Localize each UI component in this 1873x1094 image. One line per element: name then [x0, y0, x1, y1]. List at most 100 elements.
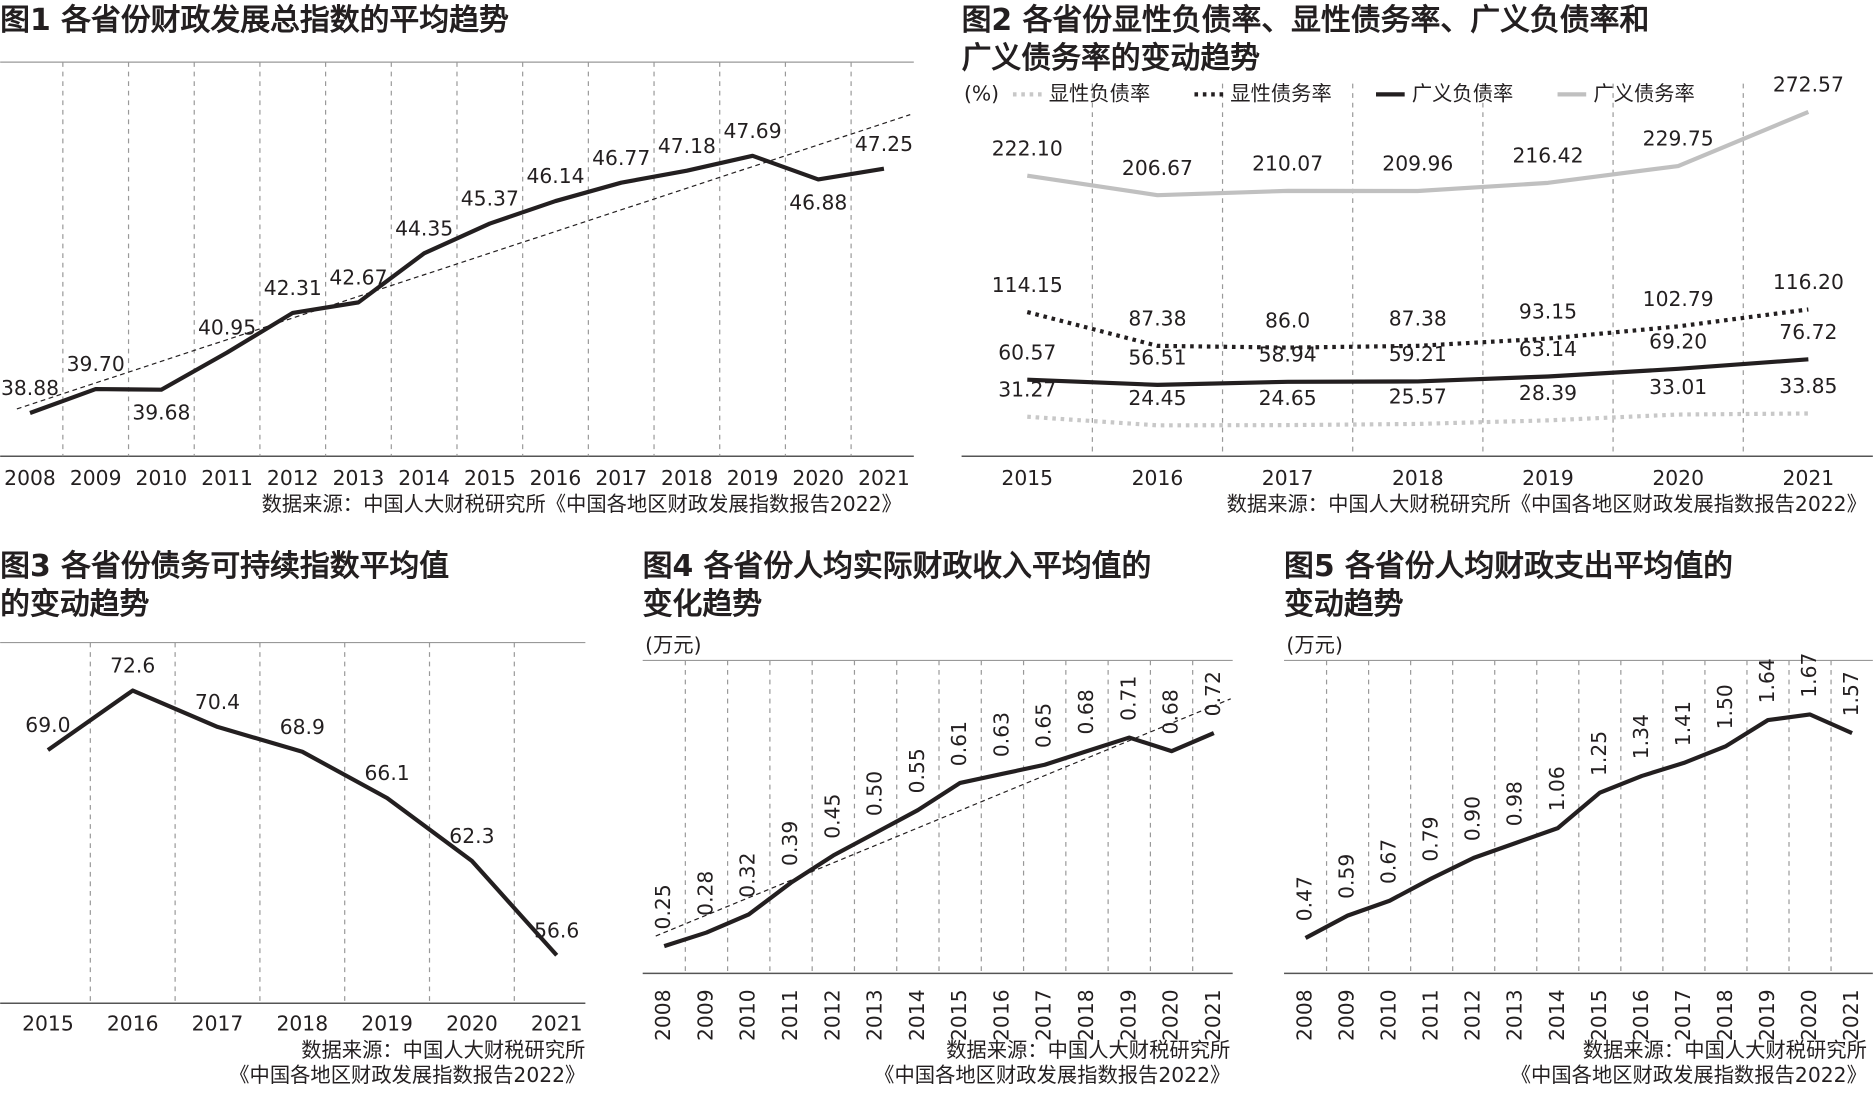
series-line: [29, 153, 885, 415]
x-tick-label: 2016: [1132, 466, 1184, 490]
data-label: 0.65: [1032, 703, 1056, 748]
data-label: 0.79: [1419, 816, 1443, 861]
data-label: 1.41: [1671, 701, 1695, 746]
legend-label: 显性债务率: [1230, 81, 1331, 105]
source-note: 数据来源：中国人大财税研究所: [1583, 1038, 1867, 1062]
data-label: 69.0: [25, 713, 70, 737]
trend-line: [655, 698, 1231, 937]
x-tick-label: 2021: [531, 1012, 583, 1036]
data-label: 1.34: [1629, 714, 1653, 759]
series-line: [1026, 307, 1809, 350]
data-label: 1.50: [1713, 684, 1737, 729]
x-tick-label: 2021: [1783, 466, 1835, 490]
data-label: 216.42: [1512, 144, 1583, 168]
data-label: 1.64: [1755, 658, 1779, 703]
unit-label: (%): [964, 81, 999, 105]
data-label: 0.39: [778, 821, 802, 866]
data-label: 0.25: [651, 884, 675, 929]
data-label: 33.01: [1649, 375, 1707, 399]
data-label: 116.20: [1773, 270, 1844, 294]
x-tick-label: 2017: [1032, 989, 1056, 1041]
data-label: 0.28: [693, 871, 717, 916]
series-line: [1304, 712, 1853, 940]
x-tick-label: 2015: [22, 1012, 74, 1036]
data-label: 114.15: [992, 273, 1063, 297]
data-label: 39.68: [132, 401, 190, 425]
data-label: 87.38: [1128, 307, 1186, 331]
data-label: 0.71: [1116, 676, 1140, 721]
data-label: 0.68: [1159, 689, 1183, 734]
data-label: 72.6: [110, 654, 155, 678]
data-label: 47.18: [658, 134, 716, 158]
data-label: 39.70: [67, 352, 125, 376]
chart-title: 图4 各省份人均实际财政收入平均值的: [643, 549, 1152, 584]
x-tick-label: 2019: [1116, 989, 1140, 1041]
data-label: 24.65: [1259, 386, 1317, 410]
data-label: 0.72: [1201, 671, 1225, 716]
x-tick-label: 2014: [398, 466, 450, 490]
data-label: 24.45: [1128, 386, 1186, 410]
x-tick-label: 2016: [989, 989, 1013, 1041]
x-tick-label: 2015: [1001, 466, 1053, 490]
x-tick-label: 2012: [1461, 989, 1485, 1041]
data-label: 25.57: [1389, 385, 1447, 409]
chart-title: 的变动趋势: [0, 587, 149, 622]
x-tick-label: 2010: [736, 989, 760, 1041]
x-tick-label: 2020: [792, 466, 844, 490]
x-tick-label: 2021: [858, 466, 910, 490]
x-tick-label: 2010: [1377, 989, 1401, 1041]
data-label: 46.88: [789, 190, 847, 214]
data-label: 70.4: [195, 690, 240, 714]
x-tick-label: 2008: [651, 989, 675, 1041]
chart-title: 图2 各省份显性负债率、显性债务率、广义负债率和: [962, 3, 1650, 38]
data-label: 47.25: [855, 132, 913, 156]
x-tick-label: 2021: [1201, 989, 1225, 1041]
data-label: 0.45: [820, 794, 844, 839]
x-tick-label: 2019: [361, 1012, 413, 1036]
x-tick-label: 2016: [1629, 989, 1653, 1041]
data-label: 42.31: [264, 276, 322, 300]
source-note: 数据来源：中国人大财税研究所: [946, 1038, 1230, 1062]
data-label: 63.14: [1519, 337, 1577, 361]
data-label: 210.07: [1252, 152, 1323, 176]
source-note: 数据来源：中国人大财税研究所: [301, 1038, 585, 1062]
data-label: 44.35: [395, 216, 453, 240]
data-label: 1.57: [1839, 671, 1863, 716]
x-tick-label: 2009: [693, 989, 717, 1041]
x-tick-label: 2016: [530, 466, 582, 490]
x-tick-label: 2012: [267, 466, 319, 490]
series-line: [1026, 110, 1810, 198]
data-label: 56.6: [534, 918, 579, 942]
x-tick-label: 2017: [1262, 466, 1314, 490]
x-tick-label: 2019: [1522, 466, 1574, 490]
series-line: [1027, 357, 1809, 387]
data-label: 206.67: [1122, 156, 1193, 180]
data-label: 222.10: [992, 136, 1063, 160]
chart-title: 广义债务率的变动趋势: [962, 41, 1261, 76]
x-tick-label: 2015: [1587, 989, 1611, 1041]
x-tick-label: 2013: [333, 466, 385, 490]
x-tick-label: 2011: [1419, 989, 1443, 1041]
data-label: 60.57: [998, 340, 1056, 364]
x-tick-label: 2009: [1335, 989, 1359, 1041]
data-label: 46.77: [592, 146, 650, 170]
x-tick-label: 2019: [727, 466, 779, 490]
unit-label: (万元): [645, 633, 701, 657]
x-tick-label: 2010: [136, 466, 188, 490]
data-label: 62.3: [449, 824, 494, 848]
series-line: [663, 731, 1215, 949]
x-tick-label: 2011: [778, 989, 802, 1041]
data-label: 0.90: [1461, 796, 1485, 841]
data-label: 0.32: [736, 852, 760, 897]
source-note: 《中国各地区财政发展指数报告2022》: [874, 1063, 1230, 1087]
x-tick-label: 2008: [1293, 989, 1317, 1041]
data-label: 102.79: [1643, 287, 1714, 311]
data-label: 0.55: [905, 748, 929, 793]
unit-label: (万元): [1286, 633, 1342, 657]
data-label: 69.20: [1649, 330, 1707, 354]
data-label: 0.63: [989, 712, 1013, 757]
x-tick-label: 2014: [905, 989, 929, 1041]
data-label: 33.85: [1779, 374, 1837, 398]
source-note: 数据来源：中国人大财税研究所《中国各地区财政发展指数报告2022》: [262, 492, 902, 516]
